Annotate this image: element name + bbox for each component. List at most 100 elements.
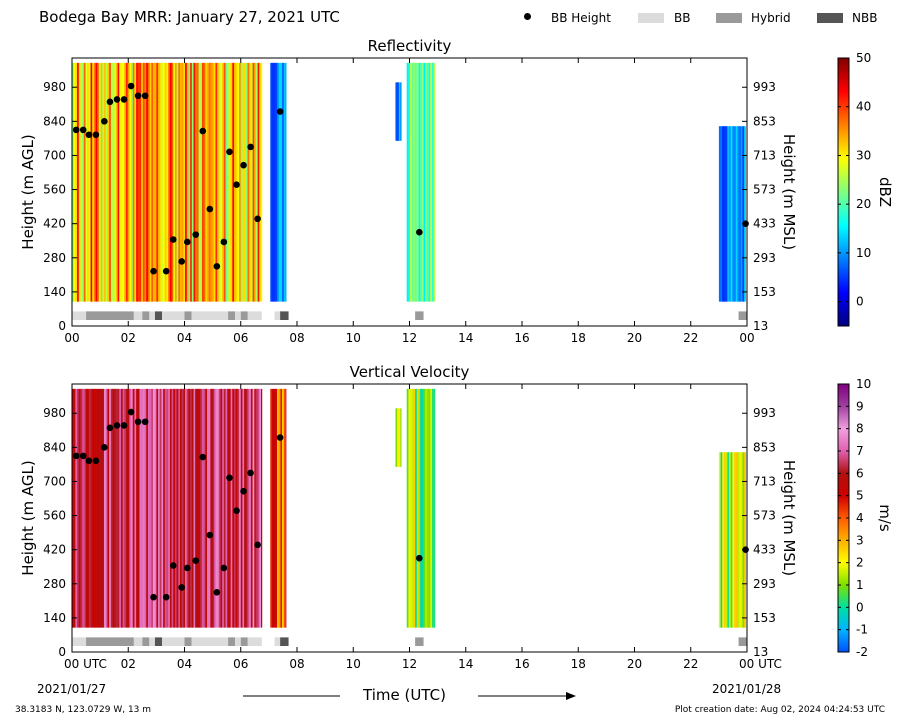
bb-height-point <box>214 589 221 596</box>
bb-height-point <box>416 229 423 236</box>
x-tick-label: 18 <box>571 657 586 671</box>
bb-height-point <box>93 457 100 464</box>
y-tick-label-right: 13 <box>753 645 768 659</box>
x-tick-label: 00 UTC <box>739 657 782 671</box>
bb-type-segment <box>72 637 86 646</box>
y-tick-label-right: 573 <box>753 509 776 523</box>
data-column <box>401 82 402 140</box>
bb-type-segment <box>86 311 134 320</box>
colorbar-tick-label: 9 <box>856 399 864 413</box>
y-tick-label-right: 993 <box>753 406 776 420</box>
data-column <box>401 408 402 466</box>
x-tick-label: 06 <box>233 331 248 345</box>
y-tick-label: 840 <box>43 114 66 128</box>
data-band <box>395 82 401 140</box>
colorbar-tick-label: 0 <box>856 600 864 614</box>
y-tick-label-right: 153 <box>753 285 776 299</box>
x-tick-label: 12 <box>402 657 417 671</box>
colorbar-tick-label: -2 <box>856 645 868 659</box>
bb-type-segment <box>185 637 192 646</box>
bb-type-segment <box>275 637 281 646</box>
arrow-head-icon <box>566 692 576 700</box>
bb-height-point <box>101 444 108 451</box>
colorbar-tick-label: 10 <box>856 246 871 260</box>
y-tick-label: 420 <box>43 543 66 557</box>
x-tick-label: 20 <box>627 657 642 671</box>
bb-height-point <box>121 422 128 429</box>
y-tick-label-right: 853 <box>753 440 776 454</box>
x-tick-label: 00 <box>64 331 79 345</box>
y-tick-label: 980 <box>43 406 66 420</box>
data-band <box>270 389 286 628</box>
bb-type-segment <box>415 637 423 646</box>
y-tick-label: 840 <box>43 440 66 454</box>
y-tick-label-right: 713 <box>753 474 776 488</box>
x-tick-label: 18 <box>571 331 586 345</box>
x-tick-label: 04 <box>177 657 192 671</box>
colorbar-tick-label: 2 <box>856 556 864 570</box>
data-band <box>719 452 746 627</box>
station-location: 38.3183 N, 123.0729 W, 13 m <box>15 705 151 715</box>
bb-height-point <box>277 108 284 115</box>
y-tick-label-right: 293 <box>753 251 776 265</box>
colorbar-tick-label: 3 <box>856 533 864 547</box>
x-tick-label: 00 UTC <box>64 657 107 671</box>
y-tick-label: 700 <box>43 148 66 162</box>
bb-height-point <box>226 149 233 156</box>
start-date: 2021/01/27 <box>37 682 106 696</box>
bb-height-point <box>233 181 240 188</box>
bb-type-segment <box>228 637 235 646</box>
y-tick-label: 140 <box>43 285 66 299</box>
y-tick-label-right: 993 <box>753 80 776 94</box>
data-band <box>270 63 286 302</box>
bb-height-point <box>207 532 214 539</box>
data-band <box>719 126 746 301</box>
y-tick-label-right: 153 <box>753 611 776 625</box>
bb-type-segment <box>155 311 162 320</box>
data-band <box>72 389 262 628</box>
bb-type-segment <box>241 637 248 646</box>
panel-title: Reflectivity <box>368 37 452 55</box>
chart-canvas: Reflectivity00 02 04 06 08 10 12 14 16 18 20 22 000 1… <box>0 0 900 725</box>
bb-height-point <box>178 258 185 265</box>
bb-height-point <box>107 425 114 432</box>
y-tick-label: 560 <box>43 183 66 197</box>
bb-type-segment <box>228 311 235 320</box>
bb-type-segment <box>241 311 248 320</box>
x-tick-label: 10 <box>346 331 361 345</box>
y-tick-label: 980 <box>43 80 66 94</box>
y-tick-label: 700 <box>43 474 66 488</box>
y-tick-label-right: 713 <box>753 148 776 162</box>
bb-height-point <box>254 216 261 223</box>
bb-type-segment <box>142 637 149 646</box>
bb-height-point <box>86 131 93 138</box>
bb-height-point <box>73 453 80 460</box>
data-band <box>407 389 436 628</box>
bb-height-point <box>192 231 199 238</box>
data-column <box>434 63 436 302</box>
y-tick-label: 0 <box>58 319 66 333</box>
x-tick-label: 22 <box>683 331 698 345</box>
bb-height-point <box>163 268 170 275</box>
data-band <box>72 63 262 302</box>
bb-height-point <box>170 236 177 243</box>
bb-height-point <box>178 584 185 591</box>
x-tick-label: 12 <box>402 331 417 345</box>
x-tick-label: 22 <box>683 657 698 671</box>
colorbar-tick-label: 10 <box>856 377 871 391</box>
bb-height-point <box>121 96 128 103</box>
data-column <box>744 452 746 627</box>
y-tick-label: 280 <box>43 251 66 265</box>
y-tick-label-right: 573 <box>753 183 776 197</box>
end-date: 2021/01/28 <box>712 682 781 696</box>
bb-height-point <box>221 565 228 572</box>
bb-height-point <box>233 507 240 514</box>
bb-type-segment <box>415 311 423 320</box>
x-tick-label: 08 <box>289 331 304 345</box>
bb-height-point <box>163 594 170 601</box>
bb-type-segment <box>192 311 229 320</box>
bb-type-segment <box>86 637 134 646</box>
y-axis-label: Height (m AGL) <box>19 460 37 575</box>
x-tick-label: 02 <box>121 657 136 671</box>
y-tick-label: 0 <box>58 645 66 659</box>
